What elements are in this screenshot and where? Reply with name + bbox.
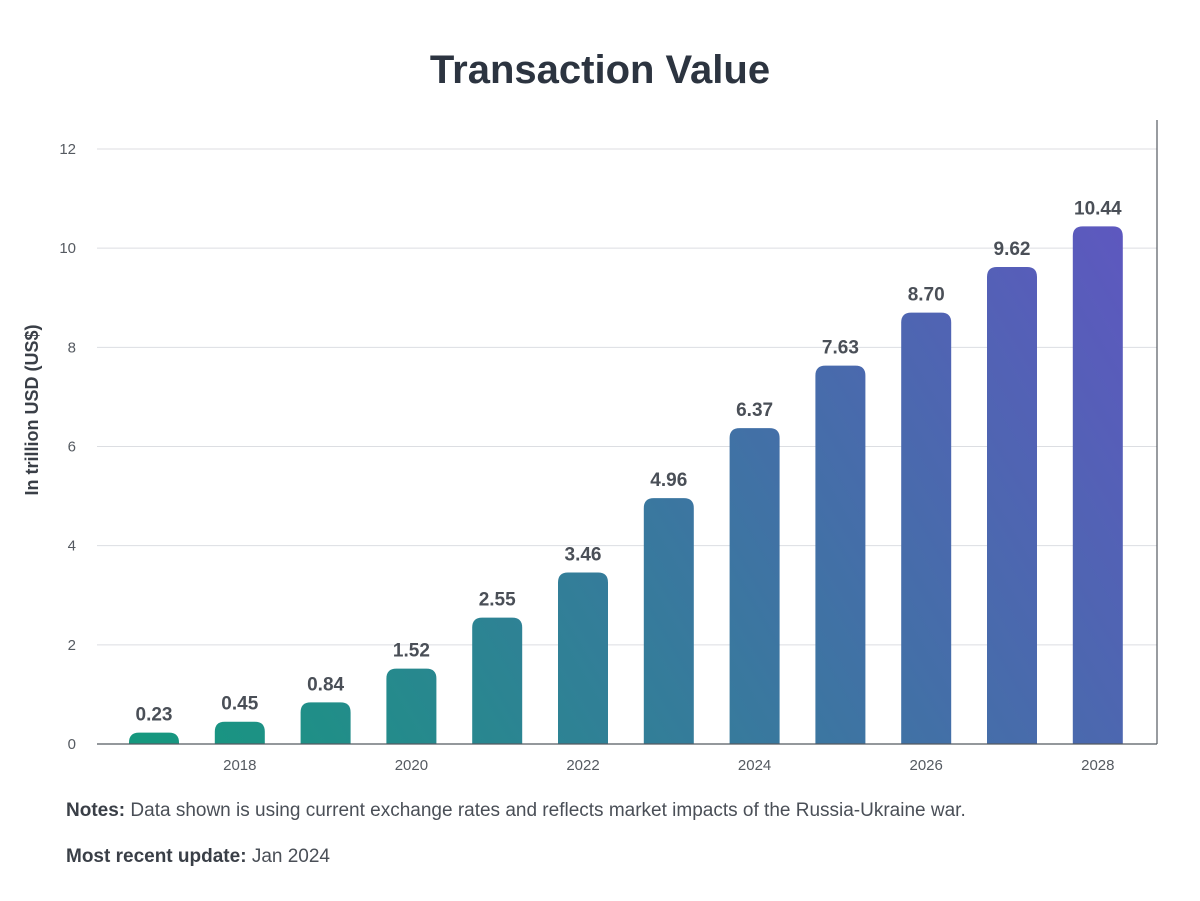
data-label: 10.44 bbox=[1074, 198, 1122, 219]
bar-2026 bbox=[901, 312, 952, 744]
chart-title: Transaction Value bbox=[429, 48, 771, 92]
data-label: 0.45 bbox=[221, 694, 258, 715]
x-tick-label: 2020 bbox=[395, 757, 428, 774]
bar-2025 bbox=[815, 365, 866, 744]
data-label: 0.84 bbox=[307, 674, 344, 695]
bar-2023 bbox=[643, 498, 694, 744]
data-label: 3.46 bbox=[565, 544, 602, 565]
y-axis-label: In trillion USD (US$) bbox=[22, 324, 42, 495]
bar-2019 bbox=[300, 702, 351, 744]
grid-lines bbox=[97, 148, 1157, 646]
data-label: 8.70 bbox=[908, 285, 945, 306]
update-label: Most recent update: bbox=[66, 846, 247, 867]
y-tick-label: 0 bbox=[68, 736, 76, 753]
data-label: 6.37 bbox=[736, 400, 773, 421]
update-line: Most recent update: Jan 2024 bbox=[66, 846, 330, 868]
data-label: 1.52 bbox=[393, 641, 430, 662]
x-tick-label: 2026 bbox=[910, 757, 943, 774]
y-tick-label: 12 bbox=[59, 141, 76, 158]
bar-2017 bbox=[129, 732, 179, 744]
notes-text: Data shown is using current exchange rat… bbox=[130, 800, 966, 821]
y-tick-label: 4 bbox=[68, 538, 76, 555]
data-label: 2.55 bbox=[479, 590, 516, 611]
y-tick-label: 8 bbox=[68, 339, 76, 356]
x-tick-label: 2022 bbox=[566, 757, 599, 774]
bar-2020 bbox=[386, 668, 437, 744]
x-tick-label: 2018 bbox=[223, 757, 256, 774]
bar-2021 bbox=[472, 617, 523, 744]
bars bbox=[129, 226, 1123, 745]
x-axis-ticks: 2018 2020 2022 2024 2026 2028 bbox=[223, 757, 1114, 774]
bar-2024 bbox=[729, 428, 780, 744]
x-tick-label: 2024 bbox=[738, 757, 771, 774]
notes-line: Notes: Data shown is using current excha… bbox=[66, 800, 966, 822]
y-tick-label: 2 bbox=[68, 637, 76, 654]
y-tick-label: 6 bbox=[68, 439, 76, 456]
data-label: 9.62 bbox=[994, 239, 1031, 260]
data-label: 4.96 bbox=[650, 470, 687, 491]
data-label: 0.23 bbox=[136, 705, 173, 726]
bar-2028 bbox=[1072, 226, 1123, 745]
bar-2022 bbox=[558, 572, 608, 744]
y-tick-label: 10 bbox=[59, 240, 76, 257]
bar-2027 bbox=[987, 267, 1037, 744]
data-label: 7.63 bbox=[822, 338, 859, 359]
x-tick-label: 2028 bbox=[1081, 757, 1114, 774]
update-text: Jan 2024 bbox=[251, 846, 330, 867]
data-labels: 0.23 0.45 0.84 1.52 2.55 3.46 4.96 6.37 7.63 8.70… bbox=[136, 198, 1122, 725]
y-axis-ticks: 0 2 4 6 8 10 12 bbox=[59, 141, 76, 753]
bar-2018 bbox=[214, 721, 265, 744]
notes-label: Notes: bbox=[66, 800, 126, 821]
